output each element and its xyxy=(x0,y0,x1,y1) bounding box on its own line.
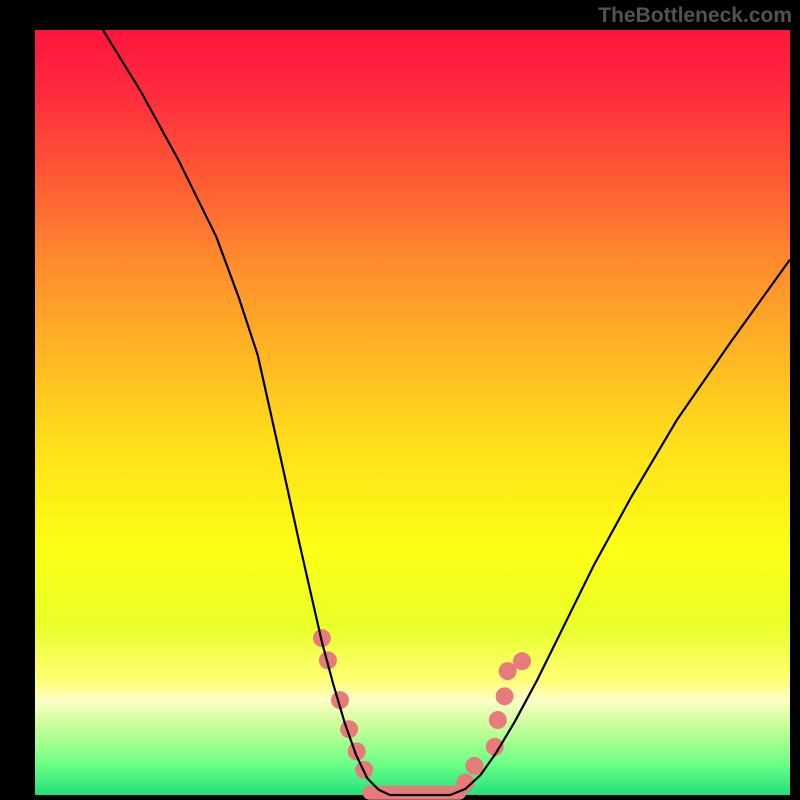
marker-right xyxy=(496,687,514,705)
marker-right xyxy=(465,757,483,775)
marker-right xyxy=(513,652,531,670)
curve-overlay xyxy=(0,0,800,800)
watermark-label: TheBottleneck.com xyxy=(598,4,792,28)
chart-stage: TheBottleneck.com xyxy=(0,0,800,800)
bottleneck-curve xyxy=(103,30,790,795)
marker-right xyxy=(489,711,507,729)
